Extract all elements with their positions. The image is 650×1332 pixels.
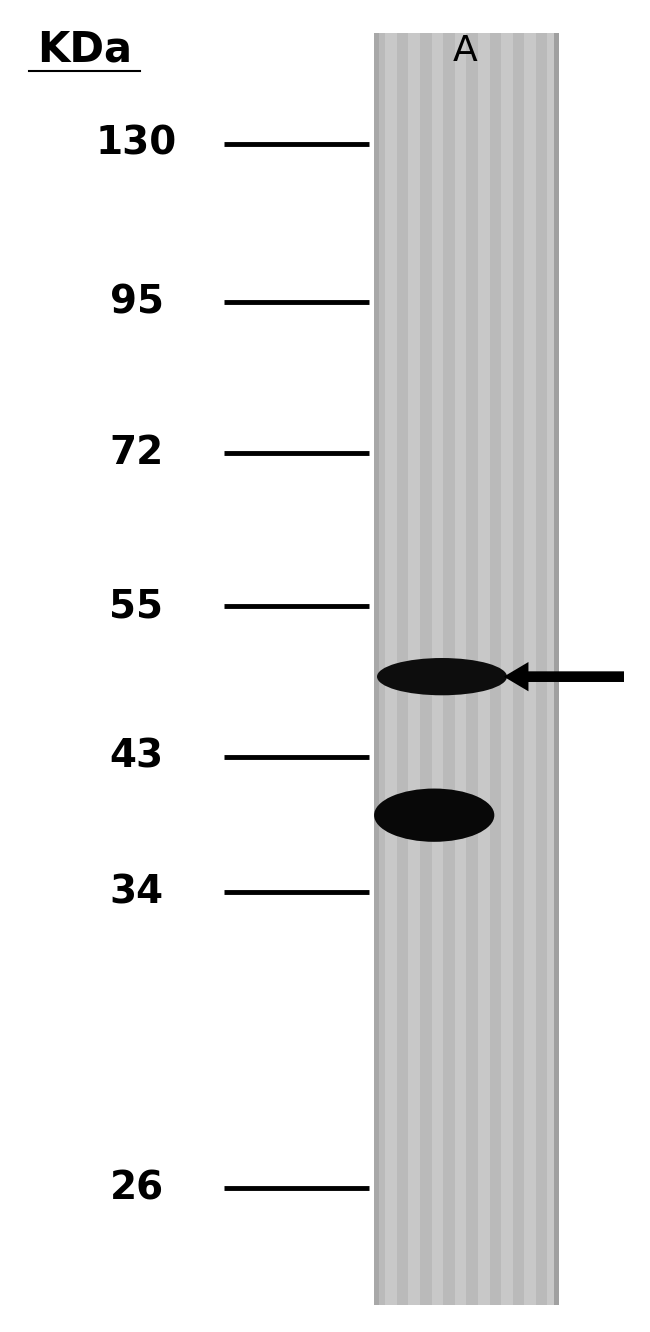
Bar: [374, 33, 559, 1305]
Bar: [525, 33, 536, 1305]
Bar: [554, 33, 559, 1305]
Bar: [397, 33, 408, 1305]
Bar: [478, 33, 489, 1305]
Bar: [536, 33, 547, 1305]
Text: 55: 55: [109, 587, 164, 625]
Text: 43: 43: [109, 738, 164, 775]
Text: 130: 130: [96, 125, 177, 163]
Bar: [408, 33, 420, 1305]
Bar: [455, 33, 466, 1305]
Text: 95: 95: [109, 284, 164, 321]
Text: 34: 34: [109, 874, 164, 911]
Bar: [374, 33, 385, 1305]
FancyArrow shape: [504, 662, 624, 691]
Bar: [547, 33, 559, 1305]
Bar: [385, 33, 397, 1305]
Ellipse shape: [377, 658, 507, 695]
Bar: [489, 33, 501, 1305]
Text: 26: 26: [109, 1169, 164, 1207]
Text: 72: 72: [109, 434, 164, 472]
Bar: [443, 33, 455, 1305]
Bar: [420, 33, 432, 1305]
Bar: [513, 33, 525, 1305]
Bar: [374, 33, 379, 1305]
Bar: [501, 33, 513, 1305]
Bar: [466, 33, 478, 1305]
Ellipse shape: [374, 789, 495, 842]
Bar: [432, 33, 443, 1305]
Text: A: A: [452, 33, 477, 68]
Text: KDa: KDa: [37, 28, 132, 71]
